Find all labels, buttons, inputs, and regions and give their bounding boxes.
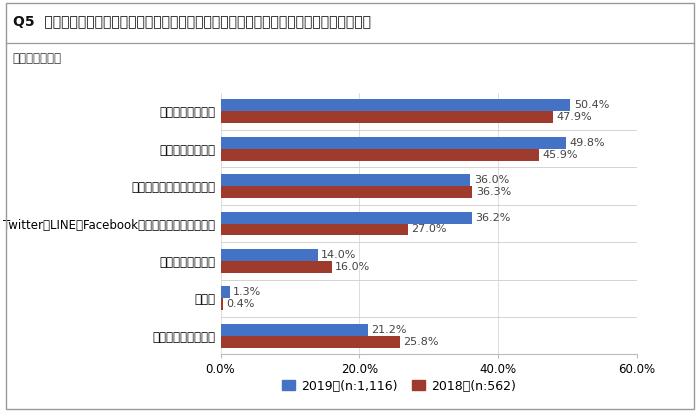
Text: 25.8%: 25.8% <box>403 337 439 346</box>
Bar <box>220 223 408 236</box>
Bar <box>220 211 472 223</box>
Bar <box>220 137 566 149</box>
Bar <box>220 286 230 298</box>
Bar <box>220 174 470 186</box>
Text: 36.2%: 36.2% <box>475 213 510 222</box>
Text: Q5  被災時ご家族等との安否確認に、どのような手段を活用することを想定していますか。: Q5 被災時ご家族等との安否確認に、どのような手段を活用することを想定しています… <box>13 14 370 28</box>
Bar <box>220 261 332 273</box>
Text: 27.0%: 27.0% <box>412 225 447 234</box>
Text: 49.8%: 49.8% <box>570 138 606 148</box>
Text: 14.0%: 14.0% <box>321 250 356 260</box>
Bar <box>220 324 368 336</box>
Bar <box>220 298 223 310</box>
Bar <box>220 111 553 123</box>
Text: 36.3%: 36.3% <box>476 187 511 197</box>
Bar <box>220 186 472 198</box>
Bar <box>220 99 570 111</box>
Bar <box>220 149 539 161</box>
Legend: 2019年(n:1,116), 2018年(n:562): 2019年(n:1,116), 2018年(n:562) <box>277 375 521 398</box>
Bar <box>220 249 318 261</box>
Text: 0.4%: 0.4% <box>227 299 255 309</box>
Text: 21.2%: 21.2% <box>371 325 407 335</box>
Bar <box>220 336 400 348</box>
Text: 36.0%: 36.0% <box>474 175 509 185</box>
Text: （複数回答可）: （複数回答可） <box>13 52 62 65</box>
Text: 45.9%: 45.9% <box>542 150 578 160</box>
Text: 50.4%: 50.4% <box>574 101 609 110</box>
Text: 47.9%: 47.9% <box>556 112 592 122</box>
Text: 1.3%: 1.3% <box>233 287 261 297</box>
Text: 16.0%: 16.0% <box>335 262 370 272</box>
